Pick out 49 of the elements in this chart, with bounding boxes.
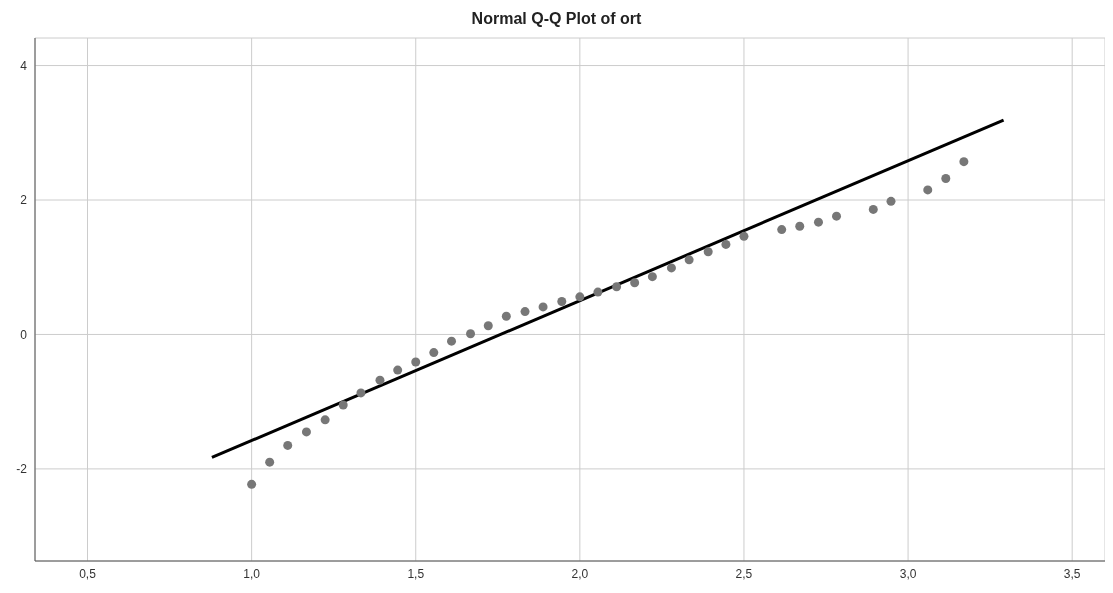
- point: [666, 263, 676, 273]
- x-tick-label: 2,0: [571, 566, 589, 581]
- point: [466, 329, 476, 339]
- y-tick-label: 2: [20, 193, 28, 208]
- x-tick-label: 2,5: [735, 566, 753, 581]
- point: [868, 204, 878, 214]
- point: [411, 357, 421, 367]
- point: [959, 157, 969, 167]
- x-tick-label: 3,0: [899, 566, 917, 581]
- point: [483, 321, 493, 331]
- point: [941, 174, 951, 183]
- point: [501, 311, 511, 321]
- point: [356, 388, 366, 398]
- point: [777, 225, 787, 235]
- point: [886, 196, 896, 206]
- x-tick-label: 1,0: [243, 566, 261, 581]
- point: [520, 307, 530, 317]
- y-tick-label: -2: [16, 462, 28, 477]
- point: [247, 479, 257, 489]
- point: [630, 278, 640, 288]
- chart-title: Normal Q-Q Plot of ort: [470, 9, 643, 29]
- y-tick-label: 4: [20, 58, 28, 73]
- point: [393, 365, 403, 375]
- point: [320, 415, 330, 425]
- point: [575, 292, 585, 302]
- point: [795, 221, 805, 231]
- point: [538, 302, 548, 312]
- point: [338, 400, 348, 410]
- point: [429, 348, 439, 358]
- x-tick-label: 1,5: [407, 566, 425, 581]
- point: [557, 297, 567, 307]
- point: [593, 287, 603, 297]
- point: [923, 185, 933, 195]
- point: [447, 336, 457, 346]
- x-tick-label: 0,5: [79, 566, 97, 581]
- point: [612, 282, 622, 292]
- point: [301, 427, 311, 437]
- point: [265, 457, 275, 467]
- y-tick-label: 0: [20, 327, 28, 342]
- point: [647, 272, 657, 282]
- point: [283, 440, 293, 450]
- point: [703, 247, 713, 257]
- point: [684, 255, 694, 265]
- point: [375, 375, 385, 385]
- point: [813, 217, 823, 227]
- point: [832, 211, 842, 221]
- x-tick-label: 3,5: [1063, 566, 1081, 581]
- point: [739, 231, 749, 241]
- point: [721, 239, 731, 249]
